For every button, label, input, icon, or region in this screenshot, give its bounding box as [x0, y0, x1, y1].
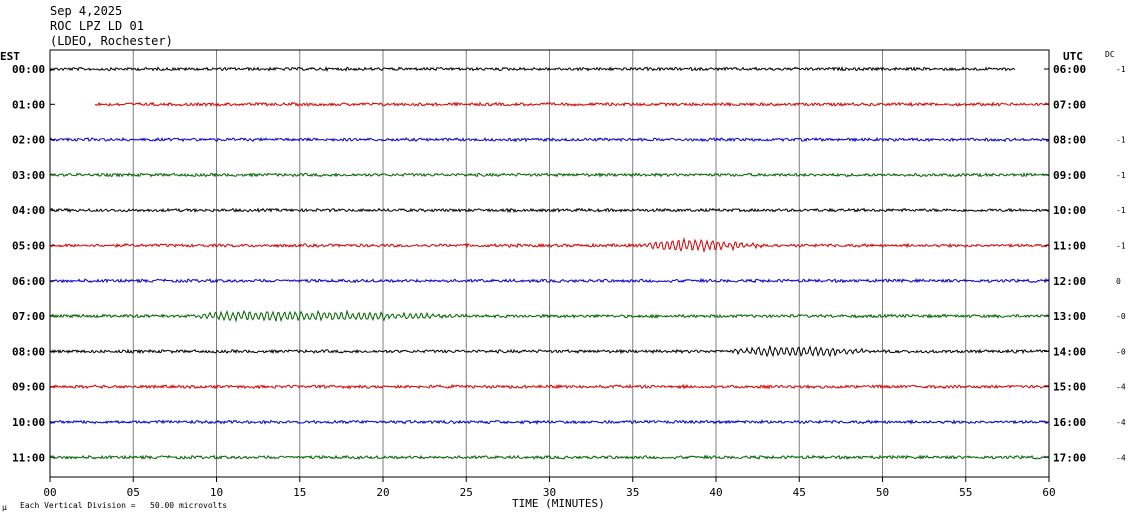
- utc-hour-label: 10:00: [1053, 204, 1086, 217]
- dc-offset-label: 0: [1116, 277, 1121, 286]
- trace-0700: [49, 309, 1050, 323]
- station-label: ROC LPZ LD 01: [50, 19, 144, 33]
- trace-1100: [49, 454, 1050, 461]
- est-hour-label: 08:00: [12, 345, 45, 358]
- utc-axis-label: UTC: [1063, 50, 1083, 63]
- x-tick-label: 60: [1042, 486, 1055, 499]
- trace-0900: [49, 383, 1050, 390]
- x-tick-label: 50: [876, 486, 889, 499]
- utc-hour-label: 08:00: [1053, 134, 1086, 147]
- trace-0600: [49, 277, 1050, 284]
- date-label: Sep 4,2025: [50, 4, 123, 18]
- dc-offset-label: -1: [1116, 242, 1126, 251]
- est-hour-label: 00:00: [12, 63, 45, 76]
- trace-0300: [49, 171, 1050, 178]
- trace-0500: [49, 236, 1050, 254]
- utc-hour-label: 13:00: [1053, 310, 1086, 323]
- x-tick-label: 30: [543, 486, 556, 499]
- utc-hour-label: 14:00: [1053, 345, 1086, 358]
- est-hour-label: 01:00: [12, 98, 45, 111]
- plot-frame: [49, 49, 1050, 478]
- est-axis-label: EST: [0, 50, 20, 63]
- utc-hour-label: 15:00: [1053, 381, 1086, 394]
- trace-0200: [49, 136, 1050, 143]
- x-tick-label: 20: [376, 486, 389, 499]
- est-hour-label: 05:00: [12, 240, 45, 253]
- trace-0400: [49, 207, 1050, 214]
- trace-0100: [94, 101, 1050, 108]
- x-tick-label: 35: [626, 486, 639, 499]
- est-hour-label: 04:00: [12, 204, 45, 217]
- dc-offset-label: -4: [1116, 418, 1126, 427]
- est-hour-label: 07:00: [12, 310, 45, 323]
- x-axis-title: TIME (MINUTES): [512, 497, 605, 510]
- trace-0000: [49, 65, 1016, 73]
- x-tick-label: 05: [127, 486, 140, 499]
- grid: [49, 50, 1050, 482]
- est-hour-label: 06:00: [12, 275, 45, 288]
- utc-hour-label: 09:00: [1053, 169, 1086, 182]
- est-hour-label: 02:00: [12, 134, 45, 147]
- dc-offset-label: -0: [1116, 312, 1126, 321]
- x-tick-label: 40: [709, 486, 722, 499]
- vertical-division-note: Each Vertical Division = 50.00 microvolt…: [20, 501, 227, 510]
- est-hour-label: 09:00: [12, 381, 45, 394]
- traces: [49, 65, 1050, 461]
- dc-offset-label: -4: [1116, 383, 1126, 392]
- dc-offset-label: -0: [1116, 347, 1126, 356]
- utc-hour-label: 11:00: [1053, 240, 1086, 253]
- utc-hour-label: 07:00: [1053, 98, 1086, 111]
- corner-mark: µ: [2, 503, 7, 512]
- trace-0800: [49, 345, 1050, 358]
- dc-offset-label: -1: [1116, 206, 1126, 215]
- utc-hour-label: 17:00: [1053, 451, 1086, 464]
- dc-offset-label: -4: [1116, 453, 1126, 462]
- dc-offset-label: -1: [1116, 136, 1126, 145]
- x-tick-label: 55: [959, 486, 972, 499]
- est-hour-label: 03:00: [12, 169, 45, 182]
- x-tick-label: 45: [793, 486, 806, 499]
- dc-offset-label: -1: [1116, 171, 1126, 180]
- dc-offset-label: -1: [1116, 65, 1126, 74]
- utc-hour-label: 06:00: [1053, 63, 1086, 76]
- network-label: (LDEO, Rochester): [50, 34, 173, 48]
- utc-hour-label: 16:00: [1053, 416, 1086, 429]
- dc-header-label: DC: [1105, 50, 1115, 59]
- utc-hour-label: 12:00: [1053, 275, 1086, 288]
- est-hour-label: 11:00: [12, 451, 45, 464]
- trace-1000: [49, 419, 1050, 425]
- x-tick-label: 15: [293, 486, 306, 499]
- x-tick-label: 00: [43, 486, 56, 499]
- x-tick-label: 25: [460, 486, 473, 499]
- est-hour-label: 10:00: [12, 416, 45, 429]
- x-tick-label: 10: [210, 486, 223, 499]
